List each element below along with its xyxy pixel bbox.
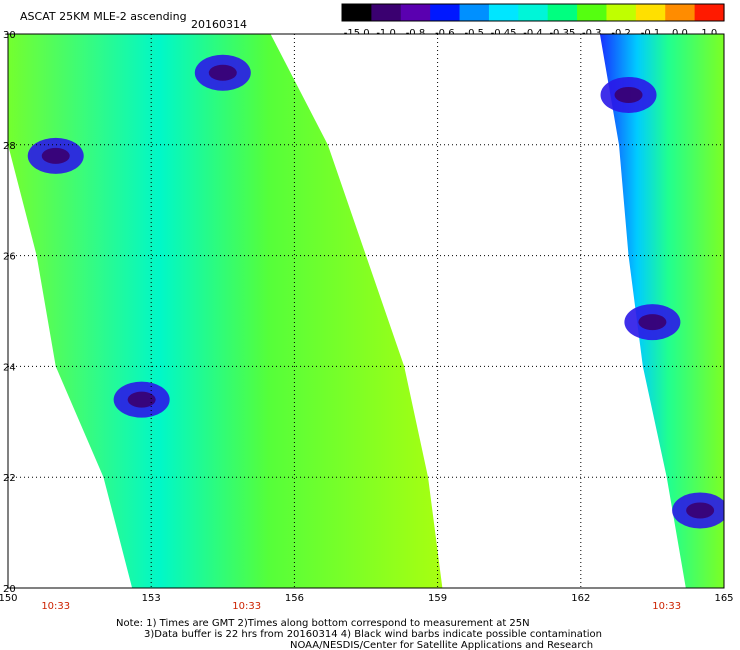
y-tick-label: 30 (3, 30, 16, 41)
swath-west (8, 34, 443, 588)
low-value-core (41, 147, 70, 164)
plot-frame (7, 33, 725, 589)
x-tick-label: 165 (714, 593, 733, 604)
x-tick-label: 153 (142, 593, 161, 604)
colorbar-frame (341, 3, 725, 22)
low-value-core (127, 391, 156, 408)
colorbar-swatch (606, 4, 637, 21)
colorbar-swatch (342, 4, 372, 21)
x-tick-label: 162 (571, 593, 590, 604)
time-label: 10:33 (652, 601, 681, 612)
colorbar-swatch (518, 4, 549, 21)
note-line-3: NOAA/NESDIS/Center for Satellite Applica… (290, 640, 593, 650)
colorbar-swatch (635, 4, 666, 21)
colorbar-swatch (371, 4, 402, 21)
colorbar-swatch (430, 4, 461, 21)
note-line-1: Note: 1) Times are GMT 2)Times along bot… (116, 618, 530, 629)
note-line-2: 3)Data buffer is 22 hrs from 20160314 4)… (144, 629, 602, 640)
y-tick-label: 28 (3, 141, 16, 152)
low-value-core (686, 502, 715, 519)
low-value-core (614, 86, 643, 103)
colorbar-swatch (694, 4, 725, 21)
y-tick-label: 20 (3, 584, 16, 595)
colorbar-swatch (665, 4, 696, 21)
chart-date: 20160314 (191, 18, 247, 31)
time-label: 10:33 (232, 601, 261, 612)
low-value-core (208, 64, 237, 81)
colorbar-swatch (400, 4, 431, 21)
time-label: 10:33 (41, 601, 70, 612)
colorbar-swatch (488, 4, 519, 21)
y-tick-label: 22 (3, 473, 16, 484)
colorbar-swatch (577, 4, 608, 21)
y-tick-label: 26 (3, 252, 16, 263)
colorbar-swatch (547, 4, 578, 21)
colorbar-swatch (459, 4, 490, 21)
x-tick-label: 159 (428, 593, 447, 604)
y-tick-label: 24 (3, 362, 16, 373)
x-tick-label: 156 (285, 593, 304, 604)
chart-title: ASCAT 25KM MLE-2 ascending (20, 10, 187, 23)
x-tick-label: 150 (0, 593, 18, 604)
gridlines (8, 34, 724, 588)
low-value-core (638, 314, 667, 331)
